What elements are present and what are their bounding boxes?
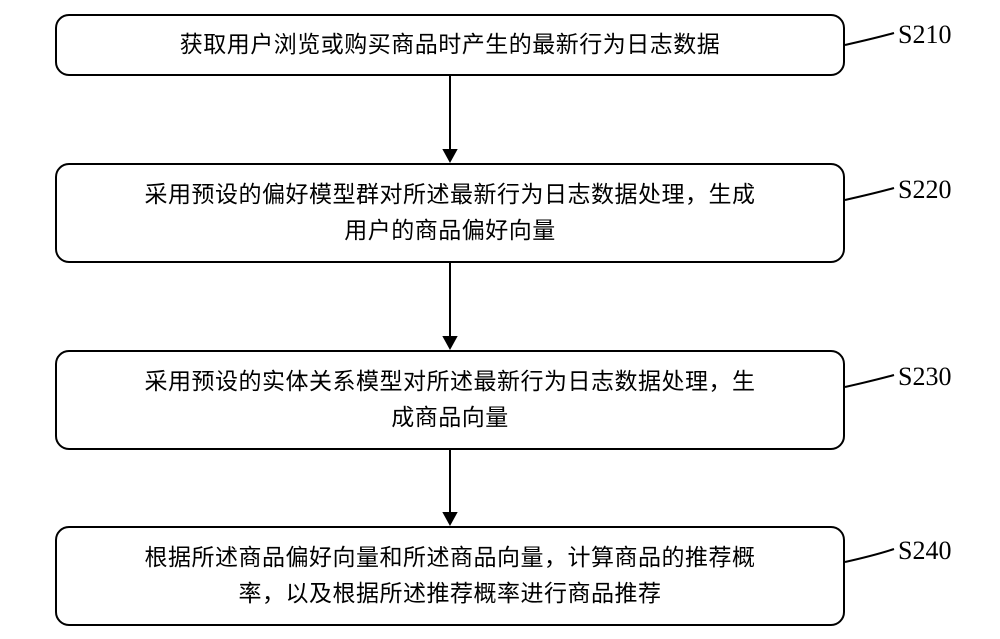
label-connector-3 [0, 0, 1000, 639]
flowchart-canvas: 获取用户浏览或购买商品时产生的最新行为日志数据采用预设的偏好模型群对所述最新行为… [0, 0, 1000, 639]
